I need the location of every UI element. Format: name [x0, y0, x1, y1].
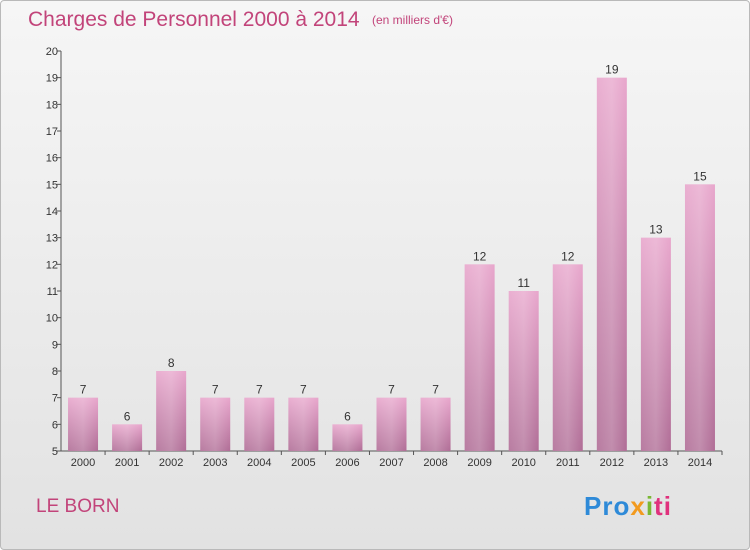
bar-shine — [244, 397, 275, 451]
x-tick-label: 2011 — [556, 457, 580, 469]
data-label: 7 — [256, 383, 263, 397]
data-label: 7 — [212, 383, 219, 397]
commune-name: LE BORN — [36, 496, 120, 517]
bar-shine — [332, 424, 363, 451]
y-tick-label: 13 — [46, 233, 58, 245]
y-tick-label: 17 — [46, 126, 58, 138]
x-tick-label: 2000 — [71, 457, 95, 469]
bar-shine — [420, 397, 451, 451]
bar-shine — [68, 397, 99, 451]
data-label: 6 — [124, 409, 131, 423]
y-tick-label: 19 — [46, 73, 58, 85]
x-tick-label: 2006 — [335, 457, 359, 469]
data-label: 15 — [693, 169, 707, 183]
chart-subtitle: (en milliers d'€) — [372, 13, 453, 27]
bar-shine — [288, 397, 319, 451]
data-label: 12 — [473, 249, 487, 263]
bar-shine — [684, 184, 715, 452]
bar-shine — [200, 397, 231, 451]
y-tick-label: 10 — [46, 313, 58, 325]
logo-part-i: i — [645, 491, 655, 521]
bar-shine — [376, 397, 407, 451]
y-tick-label: 20 — [46, 46, 58, 58]
x-tick-label: 2004 — [247, 457, 271, 469]
data-label: 7 — [432, 383, 439, 397]
logo-part-pro: Pro — [584, 491, 631, 521]
x-tick-label: 2007 — [379, 457, 403, 469]
data-label: 12 — [561, 249, 575, 263]
bar-shine — [156, 371, 187, 451]
y-tick-label: 5 — [52, 446, 58, 458]
y-tick-label: 8 — [52, 366, 58, 378]
x-tick-label: 2003 — [203, 457, 227, 469]
x-tick-label: 2001 — [115, 457, 139, 469]
x-tick-label: 2013 — [644, 457, 668, 469]
data-label: 6 — [344, 409, 351, 423]
y-tick-label: 9 — [52, 339, 58, 351]
data-label: 8 — [168, 356, 175, 370]
bar-shine — [640, 237, 671, 451]
data-label: 7 — [300, 383, 307, 397]
x-tick-label: 2009 — [467, 457, 491, 469]
y-tick-label: 16 — [46, 153, 58, 165]
logo-part-ti: ti — [654, 491, 672, 521]
y-tick-label: 18 — [46, 99, 58, 111]
bar-shine — [112, 424, 143, 451]
x-tick-label: 2008 — [423, 457, 447, 469]
y-tick-label: 15 — [46, 179, 58, 191]
y-tick-label: 11 — [47, 286, 58, 298]
x-tick-label: 2014 — [688, 457, 712, 469]
x-tick-label: 2010 — [511, 457, 535, 469]
logo-part-x: x — [630, 491, 646, 521]
y-tick-label: 7 — [52, 393, 58, 405]
bar-shine — [508, 291, 539, 451]
x-tick-label: 2012 — [600, 457, 624, 469]
y-tick-label: 6 — [52, 419, 58, 431]
data-label: 13 — [649, 223, 663, 237]
data-label: 7 — [388, 383, 395, 397]
data-label: 7 — [80, 383, 87, 397]
y-tick-label: 14 — [46, 206, 58, 218]
proxiti-logo: Proxiti — [584, 491, 672, 522]
data-label: 11 — [517, 276, 530, 290]
data-label: 19 — [605, 63, 619, 77]
x-tick-label: 2005 — [291, 457, 315, 469]
bar-shine — [464, 264, 495, 451]
bar-shine — [596, 77, 627, 452]
bar-shine — [552, 264, 583, 451]
chart-title: Charges de Personnel 2000 à 2014 — [28, 8, 360, 31]
y-tick-label: 12 — [46, 259, 58, 271]
x-tick-label: 2002 — [159, 457, 183, 469]
